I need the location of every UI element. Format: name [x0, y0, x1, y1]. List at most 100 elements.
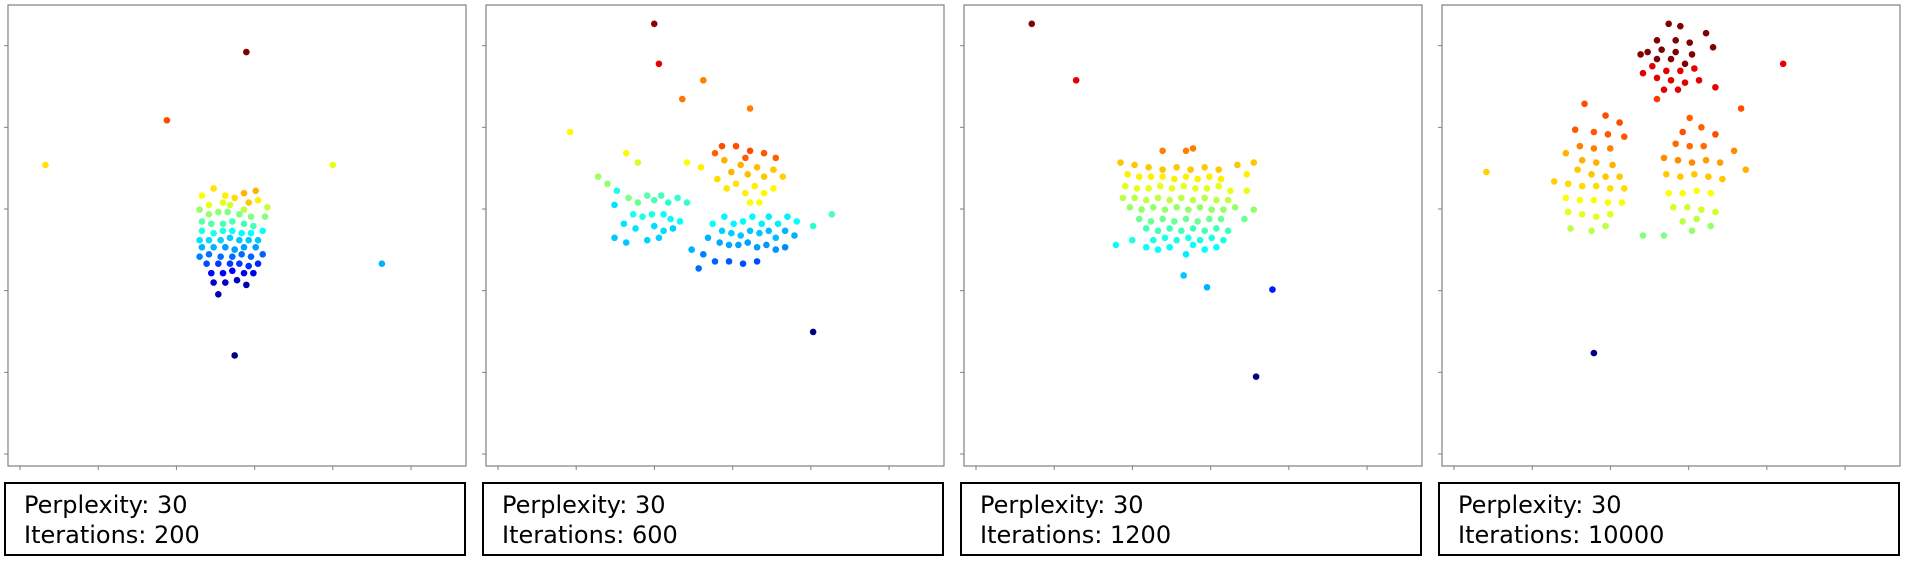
data-point — [1189, 225, 1197, 232]
data-point — [1684, 203, 1691, 211]
data-point — [772, 154, 780, 162]
data-point — [674, 194, 681, 202]
data-point — [1135, 215, 1143, 223]
data-point — [739, 260, 747, 268]
data-point — [1618, 199, 1626, 206]
data-point — [1606, 211, 1614, 218]
scatter-plot-2 — [482, 4, 945, 470]
data-point — [1269, 286, 1276, 293]
data-point — [1691, 171, 1698, 178]
data-point — [664, 199, 672, 206]
data-point — [760, 189, 768, 197]
data-point — [779, 173, 787, 180]
data-point — [1159, 166, 1166, 173]
data-point — [746, 227, 754, 235]
data-point — [240, 189, 248, 197]
data-point — [198, 218, 206, 225]
data-point — [1691, 65, 1698, 72]
data-point — [1653, 74, 1661, 82]
data-point — [1688, 227, 1696, 235]
data-point — [250, 222, 257, 230]
data-point — [1252, 373, 1260, 380]
data-point — [215, 208, 222, 216]
data-point — [765, 227, 773, 235]
data-point — [746, 147, 754, 155]
data-point — [1194, 218, 1201, 225]
data-point — [634, 199, 642, 206]
data-point — [1658, 46, 1665, 53]
data-point — [1189, 241, 1197, 249]
data-point — [1660, 86, 1668, 93]
data-point — [781, 227, 789, 235]
data-point — [1147, 173, 1155, 180]
data-point — [1196, 236, 1204, 244]
iterations-label: Iterations: 10000 — [1458, 521, 1665, 549]
data-point — [1564, 208, 1572, 216]
scatter-plot-4 — [1438, 4, 1901, 470]
data-point — [1213, 243, 1220, 251]
data-point — [1133, 185, 1141, 192]
data-point — [205, 236, 213, 244]
data-point — [1686, 114, 1693, 122]
data-point — [1243, 171, 1251, 178]
data-point — [196, 206, 203, 213]
data-point — [1217, 175, 1225, 183]
data-point — [1182, 215, 1190, 223]
data-point — [751, 182, 759, 190]
data-point — [1185, 234, 1192, 242]
caption-box-1: Perplexity: 30 Iterations: 200 — [4, 482, 466, 556]
data-point — [697, 163, 705, 171]
data-point — [1203, 283, 1211, 291]
data-point — [1590, 128, 1598, 136]
data-point — [1672, 48, 1679, 56]
data-point — [1185, 206, 1192, 213]
data-point — [1679, 128, 1686, 136]
data-point — [622, 239, 630, 246]
data-point — [252, 187, 259, 195]
data-point — [1686, 39, 1693, 46]
data-point — [711, 149, 719, 157]
data-point — [1620, 133, 1628, 141]
data-point — [1220, 206, 1227, 213]
data-point — [1201, 227, 1208, 235]
perplexity-label: Perplexity: 30 — [24, 491, 188, 519]
plot-frame — [963, 4, 1423, 467]
data-point — [737, 232, 745, 239]
data-point — [1147, 218, 1155, 225]
data-point — [1674, 86, 1682, 93]
data-point — [1693, 187, 1701, 195]
data-point — [1220, 236, 1227, 244]
data-point — [660, 211, 667, 218]
data-point — [688, 246, 695, 253]
data-point — [1173, 163, 1180, 171]
data-point — [254, 236, 262, 244]
data-point — [1677, 67, 1684, 75]
scatter-plot-3 — [960, 4, 1423, 470]
data-point — [723, 185, 730, 192]
data-point — [1705, 173, 1712, 180]
data-point — [1138, 206, 1145, 213]
data-point — [210, 229, 217, 237]
data-point — [1149, 236, 1157, 244]
data-point — [1166, 225, 1173, 232]
data-point — [756, 199, 763, 206]
data-point — [763, 241, 770, 249]
data-point — [233, 276, 241, 284]
data-point — [622, 149, 630, 157]
data-point — [632, 225, 639, 232]
data-point — [660, 227, 667, 235]
data-point — [1606, 185, 1614, 192]
panel-4: Perplexity: 30 Iterations: 10000 — [1434, 0, 1904, 566]
data-point — [1688, 159, 1696, 166]
data-point — [744, 171, 752, 178]
data-point — [657, 192, 665, 199]
data-point — [1620, 185, 1628, 192]
data-point — [1674, 156, 1682, 164]
data-point — [774, 220, 782, 228]
data-point — [1712, 84, 1719, 91]
data-point — [1121, 182, 1129, 190]
data-point — [254, 196, 262, 204]
data-point — [1224, 227, 1232, 235]
data-point — [765, 213, 773, 220]
data-point — [749, 213, 756, 220]
